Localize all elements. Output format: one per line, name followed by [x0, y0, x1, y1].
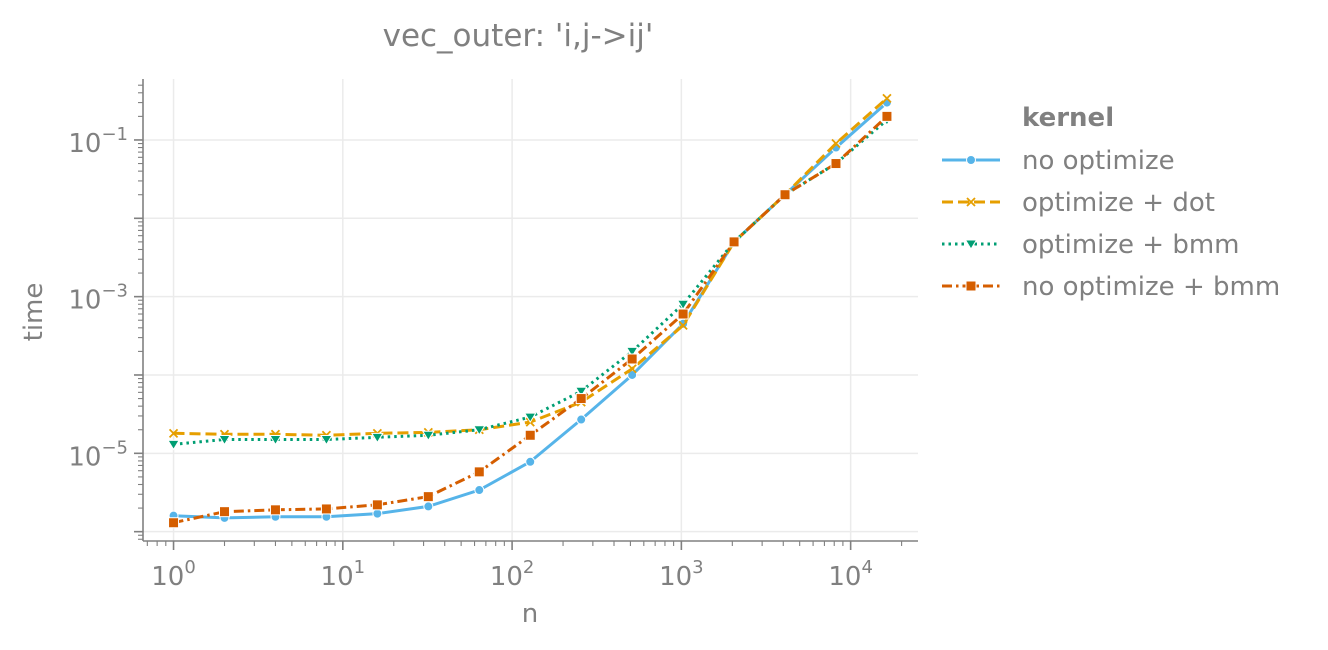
- legend: kernel no optimize optimize + dot optimize…: [942, 103, 1280, 302]
- data-point: [576, 414, 587, 425]
- axes: [134, 79, 918, 550]
- series-group: [168, 97, 892, 523]
- legend-label: optimize + bmm: [1022, 230, 1240, 260]
- x-tick-label: 103: [659, 557, 704, 592]
- data-point: [320, 435, 333, 446]
- data-point: [473, 466, 485, 478]
- y-axis-label: time: [19, 283, 49, 342]
- series-line: [173, 97, 888, 437]
- data-point: [423, 501, 434, 512]
- data-point: [269, 435, 282, 446]
- data-point: [779, 189, 791, 201]
- data-point: [677, 308, 689, 320]
- data-point: [372, 508, 383, 519]
- legend-marker: [964, 239, 978, 250]
- data-point: [167, 439, 180, 451]
- data-point: [370, 432, 384, 444]
- legend-marker: [965, 280, 977, 292]
- x-tick-label: 102: [490, 557, 535, 592]
- data-point: [575, 393, 587, 405]
- series-line: [173, 118, 888, 446]
- legend-label: optimize + dot: [1022, 188, 1215, 218]
- data-point: [525, 456, 536, 467]
- x-tick-label: 101: [321, 557, 366, 592]
- series-line: [173, 101, 888, 520]
- data-point: [881, 110, 893, 122]
- chart-title: vec_outer: 'i,j->ij': [383, 18, 654, 54]
- legend-marker: [966, 197, 976, 207]
- series-group: [168, 110, 893, 529]
- tick-labels: 100 101 102 103 104 10−5 10−3 10−1: [68, 124, 873, 592]
- data-point: [627, 364, 637, 374]
- data-point: [626, 353, 638, 365]
- series-group: [168, 93, 892, 440]
- data-point: [218, 435, 231, 446]
- legend-label: no optimize: [1022, 146, 1175, 176]
- y-tick-label: 10−3: [68, 281, 128, 316]
- legend-item: optimize + dot: [942, 188, 1215, 218]
- data-point: [830, 158, 842, 170]
- data-point: [168, 517, 180, 529]
- legend-label: no optimize + bmm: [1022, 272, 1280, 302]
- data-point: [678, 320, 688, 330]
- data-point: [474, 485, 485, 496]
- data-point: [676, 299, 690, 311]
- x-tick-label: 104: [828, 557, 873, 592]
- series-layer: [167, 93, 894, 529]
- data-point: [831, 138, 841, 149]
- x-axis-label: n: [522, 599, 538, 629]
- legend-marker: [966, 155, 976, 165]
- legend-item: no optimize + bmm: [942, 272, 1280, 302]
- data-point: [422, 491, 434, 503]
- data-point: [320, 503, 332, 515]
- data-point: [472, 425, 486, 436]
- data-point: [882, 93, 892, 103]
- legend-item: no optimize: [942, 146, 1175, 176]
- data-point: [269, 504, 281, 516]
- data-point: [219, 506, 231, 518]
- grid-lines: [143, 79, 918, 541]
- series-group: [167, 115, 894, 451]
- data-point: [625, 346, 639, 358]
- data-point: [371, 499, 383, 511]
- data-point: [523, 412, 537, 424]
- x-tick-label: 100: [151, 557, 196, 592]
- legend-title: kernel: [1022, 103, 1114, 133]
- data-point: [421, 430, 435, 442]
- y-tick-label: 10−5: [68, 437, 128, 472]
- y-tick-label: 10−1: [68, 124, 128, 159]
- data-point: [168, 428, 179, 438]
- data-point: [574, 386, 588, 398]
- legend-item: optimize + bmm: [942, 230, 1240, 260]
- legend-items: no optimize optimize + dot optimize + bmm n…: [942, 146, 1280, 302]
- data-point: [728, 236, 740, 248]
- data-point: [524, 429, 536, 441]
